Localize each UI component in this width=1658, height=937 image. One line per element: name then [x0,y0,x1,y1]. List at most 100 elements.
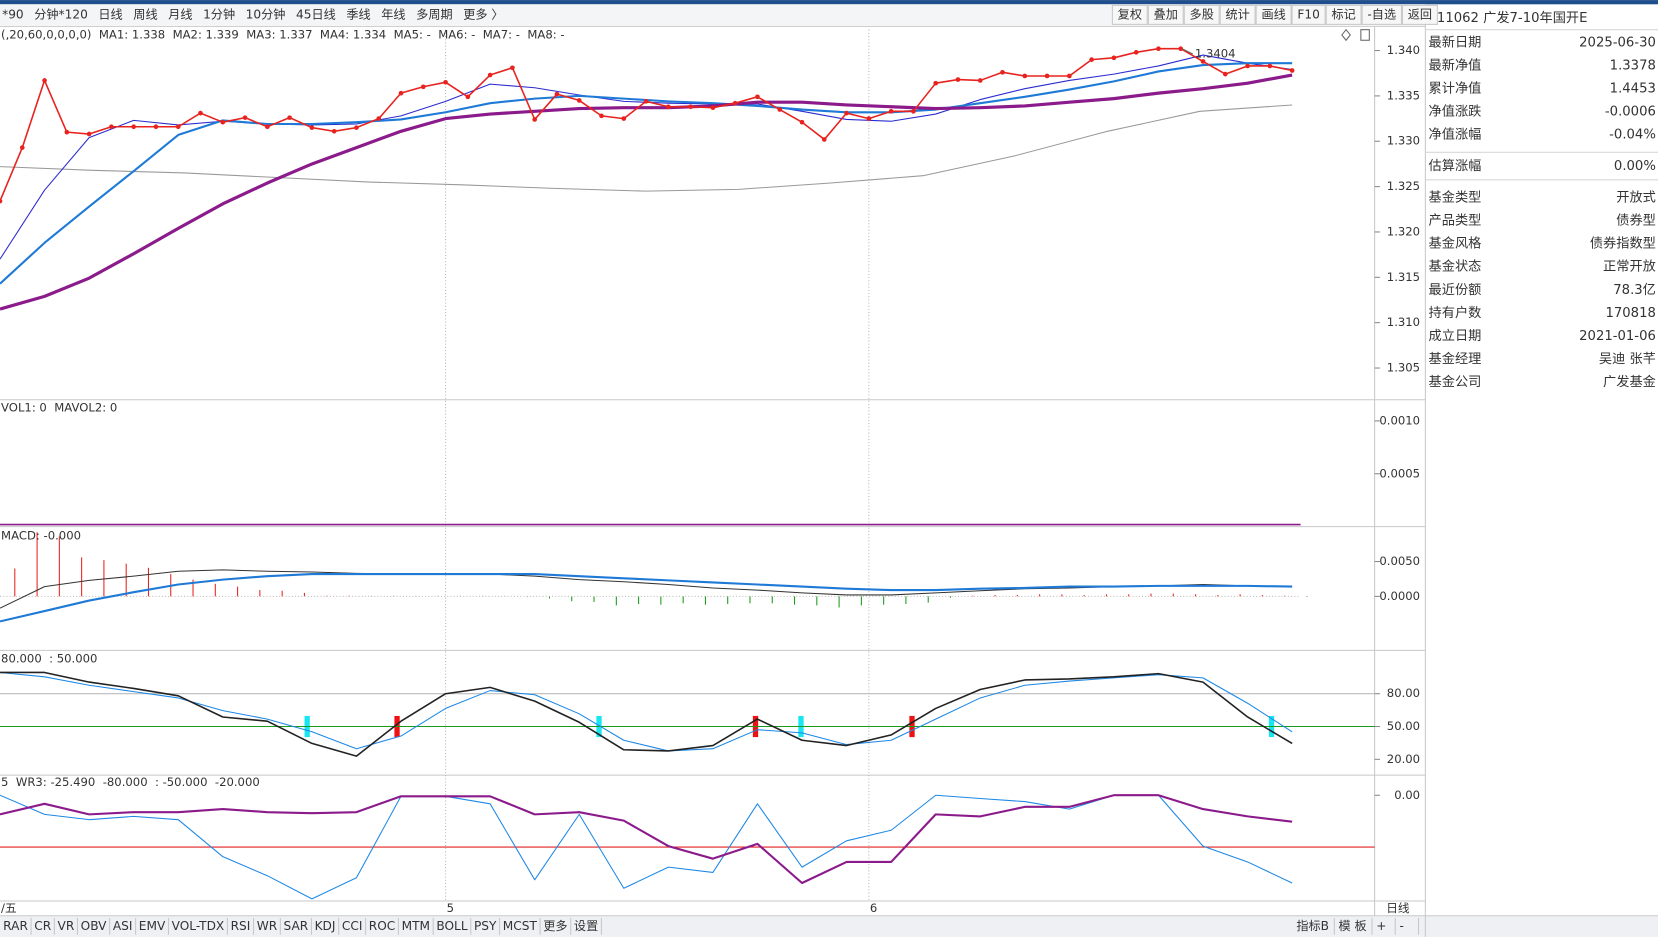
tool-button[interactable]: -自选 [1367,7,1396,21]
indicator-tab[interactable]: RSI [231,919,251,933]
nav-point [532,117,538,122]
window-icon[interactable] [1360,29,1370,41]
nav-point [64,129,70,135]
nav-point [510,65,515,71]
nav-point [198,110,203,116]
period-button[interactable]: 分钟*120 [34,6,88,21]
legend-entry: -80.000 [103,775,148,789]
period-label: 日线 [1386,901,1410,915]
y-tick-label: 1.330 [1387,134,1420,148]
y-tick-label: 0.0000 [1379,589,1420,603]
period-button[interactable]: 日线 [98,7,122,21]
tool-button-frame [1401,4,1438,25]
y-tick-label: 80.00 [1387,686,1420,700]
info-value: 正常开放 [1603,259,1656,275]
indicator-tab[interactable]: WR [257,919,278,933]
diamond-icon[interactable] [1341,28,1351,42]
indicator-tab[interactable]: 更多 [543,919,567,933]
indicator-tab[interactable]: ROC [369,919,396,933]
period-button[interactable]: 季线 [346,7,370,21]
nav-point [1245,63,1250,69]
indicator-tab[interactable]: SAR [284,919,309,933]
y-tick-label: 1.310 [1387,315,1420,329]
template-button[interactable]: 模 板 [1339,919,1367,933]
indicator-tab[interactable]: EMV [139,919,166,933]
annotation-leader [1181,48,1193,55]
tool-button[interactable]: 复权 [1118,7,1142,21]
indicator-tab[interactable]: VOL-TDX [172,919,225,933]
template-button[interactable]: - [1400,919,1404,933]
indicator-tab[interactable]: MTM [402,919,430,933]
indicator-tab[interactable]: BOLL [436,919,467,933]
nav-point [1289,68,1295,73]
nav-point [599,113,604,119]
period-button[interactable]: 10分钟 [246,6,286,21]
tool-button[interactable]: 标记 [1331,7,1355,21]
info-label: 估算涨幅 [1429,158,1482,174]
indicator-tab[interactable]: CR [34,919,51,933]
info-label: 持有户数 [1429,304,1482,321]
x-tick-label: /五 [1,901,17,915]
legend-entry: MA3: 1.337 [246,27,312,41]
y-tick-label: 0.0050 [1379,554,1420,568]
period-button[interactable]: 1分钟 [203,6,235,21]
indicator-tab[interactable]: OBV [81,919,108,933]
nav-point [1200,59,1206,64]
indicator-tab[interactable]: MCST [503,919,538,933]
period-button[interactable]: 周线 [133,7,157,21]
nav-point [643,99,649,104]
indicator-tab[interactable]: PSY [474,919,497,933]
fund-title: 011062 广发7-10年国开E [1429,10,1588,26]
legend-entry: MA4: 1.334 [320,27,386,41]
nav-point [19,145,25,150]
x-tick-label: 6 [870,901,877,915]
info-value: 广发基金 [1603,374,1656,390]
info-label: 基金风格 [1429,236,1482,252]
info-value: 2025-06-30 [1579,35,1656,50]
tool-button[interactable]: 统计 [1226,7,1250,21]
nav-point [1000,69,1005,75]
legend-entry: MACD: -0.000 [1,529,81,543]
period-button[interactable]: 多周期 [416,7,452,21]
tool-button[interactable]: F10 [1297,7,1319,21]
nav-point [443,79,448,85]
period-button[interactable]: 更多 〉 [463,7,503,21]
legend-entry: 5 [1,775,8,789]
legend-entry: MA7: - [483,27,520,41]
tool-button[interactable]: 叠加 [1154,7,1178,21]
legend-entry: MAVOL2: 0 [54,401,117,415]
period-button[interactable]: 年线 [381,7,405,21]
nav-point [933,80,939,86]
template-button[interactable]: + [1376,919,1386,933]
period-button[interactable]: 月线 [168,7,192,21]
info-label: 累计净值 [1429,80,1482,96]
tool-button[interactable]: 返回 [1408,7,1432,21]
tool-button[interactable]: 画线 [1261,7,1285,21]
indicator-tab[interactable]: KDJ [315,919,336,933]
nav-point [0,198,3,204]
period-button[interactable]: 45日线 [296,7,336,21]
tool-button[interactable]: 多股 [1190,7,1214,21]
nav-point [554,91,560,97]
indicator-tab[interactable]: 设置 [574,919,598,933]
template-button[interactable]: 指标B [1296,918,1329,933]
nav-point [666,104,671,110]
x-tick-label: 5 [447,901,454,915]
period-button[interactable]: *90 [2,7,24,21]
info-value: 债券型 [1616,213,1656,229]
indicator-tab[interactable]: ASI [113,919,133,933]
info-label: 产品类型 [1429,213,1482,229]
legend-entry: MA5: - [394,27,431,41]
nav-point [42,78,47,83]
nav-point [1267,63,1273,69]
legend-entry: (,20,60,0,0,0,0) [1,27,91,41]
nav-point [866,116,872,121]
indicator-tab[interactable]: RAR [3,919,28,933]
nav-point [309,125,315,130]
indicator-tab[interactable]: VR [58,919,75,933]
indicator-tab[interactable]: CCI [342,919,363,933]
legend-entry: : 50.000 [49,651,97,665]
y-tick-label: 0.0010 [1379,413,1420,427]
